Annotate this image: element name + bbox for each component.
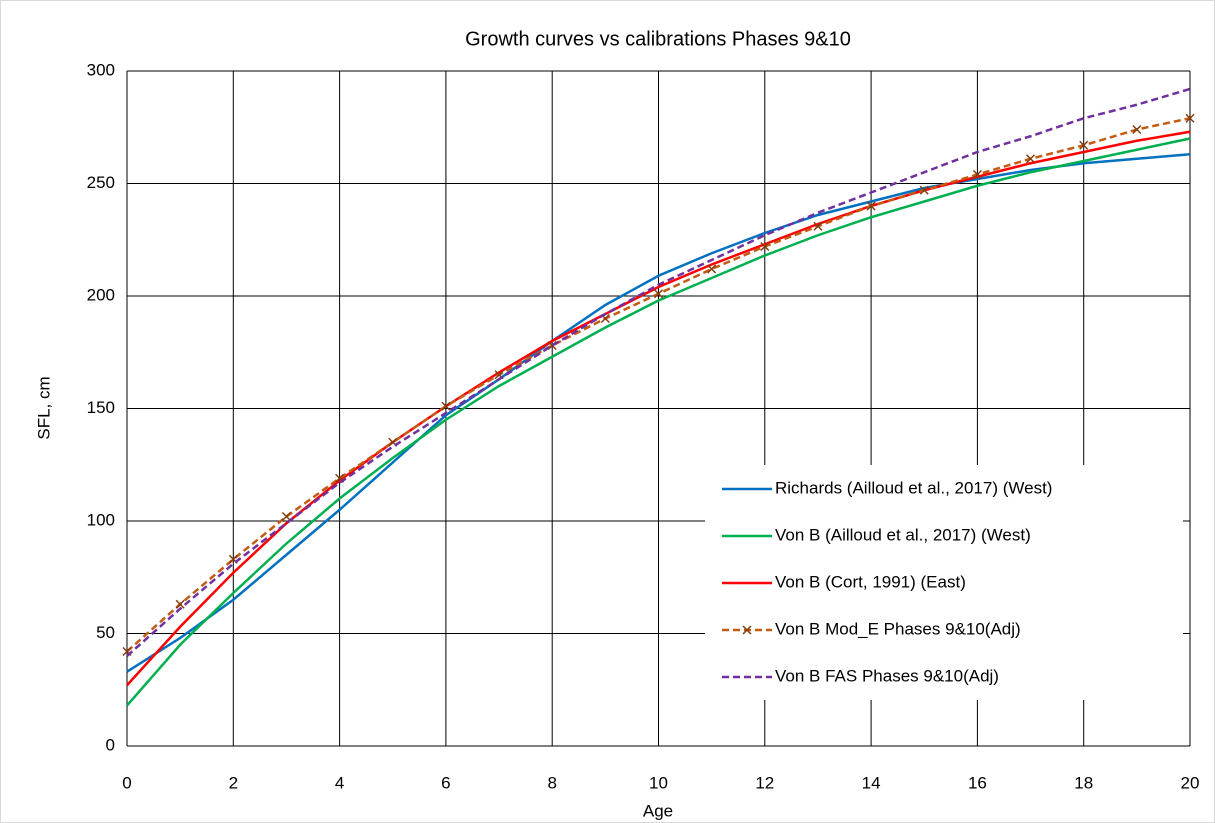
x-tick-label: 20 <box>1181 773 1200 792</box>
series-marker <box>1026 154 1036 164</box>
series-marker <box>707 264 717 274</box>
series-line <box>126 153 1191 673</box>
series-marker <box>972 169 982 180</box>
series-marker <box>1079 140 1089 150</box>
legend-marker <box>742 625 752 635</box>
x-tick-label: 8 <box>547 773 556 792</box>
chart-title: Growth curves vs calibrations Phases 9&1… <box>465 28 851 50</box>
series-marker <box>866 201 876 211</box>
x-tick-label: 16 <box>968 773 987 792</box>
y-tick-label: 150 <box>87 398 115 417</box>
legend-label: Richards (Ailloud et al., 2017) (West) <box>775 478 1052 497</box>
series-line <box>126 130 1191 687</box>
x-tick-label: 10 <box>649 773 668 792</box>
y-tick-label: 250 <box>87 173 115 192</box>
series-marker <box>919 185 929 195</box>
x-tick-label: 6 <box>441 773 450 792</box>
legend-label: Von B (Cort, 1991) (East) <box>775 572 966 591</box>
legend-box <box>705 465 1183 700</box>
series-marker <box>813 221 823 231</box>
x-tick-label: 18 <box>1074 773 1093 792</box>
series-marker <box>1185 113 1195 123</box>
x-tick-label: 2 <box>229 773 238 792</box>
legend-label: Von B Mod_E Phases 9&10(Adj) <box>775 619 1021 638</box>
legend-label: Von B (Ailloud et al., 2017) (West) <box>775 525 1031 544</box>
y-tick-label: 100 <box>87 510 115 529</box>
series-marker <box>281 511 291 522</box>
y-tick-label: 0 <box>106 735 115 754</box>
x-tick-label: 12 <box>755 773 774 792</box>
series-line <box>126 87 1191 657</box>
y-tick-label: 200 <box>87 285 115 304</box>
legend-label: Von B FAS Phases 9&10(Adj) <box>775 666 999 685</box>
series-marker <box>441 401 451 411</box>
x-tick-label: 0 <box>122 773 131 792</box>
legend: Richards (Ailloud et al., 2017) (West) Vo… <box>705 465 1183 700</box>
y-axis-label: SFL, cm <box>34 376 53 439</box>
y-tick-label: 50 <box>96 623 115 642</box>
series-marker <box>175 599 185 609</box>
y-tick-label: 300 <box>87 60 115 79</box>
series-line <box>126 137 1191 707</box>
series-marker <box>653 289 664 299</box>
x-axis-label: Age <box>643 801 673 820</box>
x-tick-label: 4 <box>335 773 344 792</box>
series-marker <box>760 241 770 252</box>
x-tick-label: 14 <box>862 773 881 792</box>
series-marker <box>1132 124 1142 135</box>
